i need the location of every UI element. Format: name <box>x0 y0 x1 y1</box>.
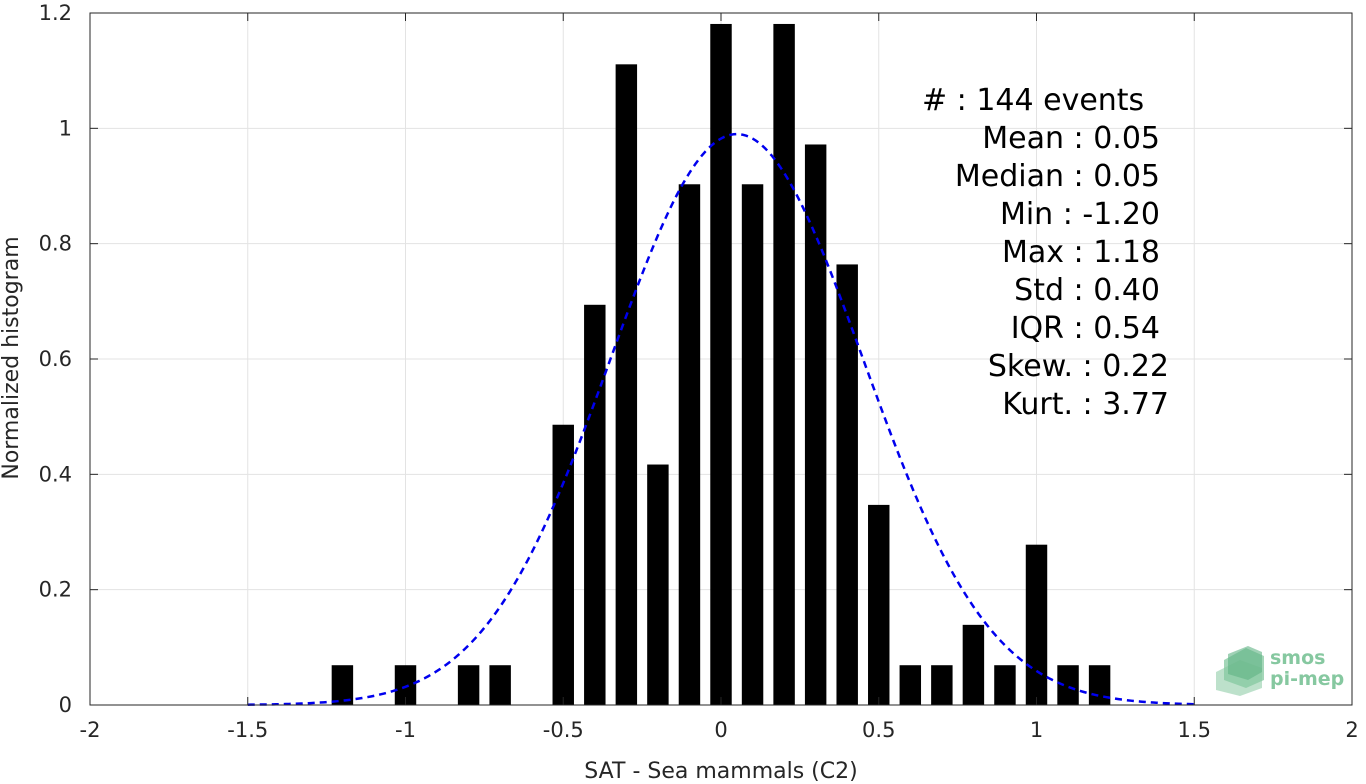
histogram-bar <box>899 665 922 705</box>
histogram-bar <box>931 665 953 705</box>
stat-std: Std : 0.40 <box>1014 273 1160 308</box>
histogram-bar <box>1025 544 1048 705</box>
stat-max: Max : 1.18 <box>1002 235 1160 270</box>
histogram-bar <box>457 665 480 705</box>
x-tick-label: -1.5 <box>227 718 268 742</box>
y-tick-label: 0.6 <box>39 347 72 371</box>
y-tick-label: 0.2 <box>39 578 72 602</box>
x-tick-label: 1 <box>1030 718 1043 742</box>
stat-kurt: Kurt. : 3.77 <box>1002 387 1169 422</box>
y-axis-label: Normalized histogram <box>0 236 24 479</box>
axes <box>89 12 1353 706</box>
histogram-bar <box>331 665 354 705</box>
x-tick-label: 0 <box>714 718 727 742</box>
histogram-bar <box>868 504 890 705</box>
x-axis-label: SAT - Sea mammals (C2) <box>584 759 857 784</box>
x-tick-label: 1.5 <box>1178 718 1211 742</box>
y-tick-label: 0 <box>59 693 72 717</box>
histogram-bar <box>584 304 606 705</box>
histogram-bar <box>489 665 511 705</box>
histogram-bar <box>741 184 764 705</box>
tick-labels: -2 -1.5 -1 -0.5 0 0.5 1 1.5 2 0 0.2 0.4 0.6 0.8 1 1.2 <box>39 1 1359 742</box>
histogram-bar <box>1088 665 1111 705</box>
y-tick-label: 0.8 <box>39 232 72 256</box>
stat-median: Median : 0.05 <box>955 159 1160 194</box>
stat-min: Min : -1.20 <box>1000 197 1160 232</box>
x-tick-label: 0.5 <box>862 718 895 742</box>
histogram-bar <box>994 665 1016 705</box>
histogram-bars <box>331 23 1111 706</box>
stat-mean: Mean : 0.05 <box>982 121 1160 156</box>
histogram-bar <box>552 424 574 705</box>
x-tick-label: -0.5 <box>543 718 584 742</box>
smos-pi-mep-logo: smos pi-mep <box>1216 646 1344 696</box>
stats-annotation: # : 144 events Mean : 0.05 Median : 0.05… <box>922 83 1169 422</box>
histogram-bar <box>678 184 701 705</box>
histogram-bar <box>773 23 795 706</box>
stat-iqr: IQR : 0.54 <box>1011 311 1160 346</box>
stat-count: # : 144 events <box>922 83 1144 118</box>
histogram-bar <box>394 665 417 705</box>
x-tick-label: -1 <box>395 718 416 742</box>
y-tick-label: 1 <box>59 116 72 140</box>
x-tick-label: -2 <box>80 718 101 742</box>
fit-curve-group <box>247 132 1195 706</box>
y-tick-label: 0.4 <box>39 462 72 486</box>
stat-skew: Skew. : 0.22 <box>988 349 1169 384</box>
histogram-bar <box>1057 665 1079 705</box>
histogram-bar <box>962 624 985 705</box>
histogram-bar <box>804 144 827 706</box>
fit-curve <box>247 132 1195 706</box>
logo-emblem-icon <box>1216 646 1264 696</box>
x-tick-label: 2 <box>1345 718 1358 742</box>
histogram-bar <box>710 23 732 706</box>
histogram-bar <box>615 64 638 705</box>
logo-line1: smos <box>1270 647 1325 669</box>
histogram-bar <box>647 464 669 705</box>
histogram-bar <box>836 264 858 705</box>
logo-line2: pi-mep <box>1270 668 1344 690</box>
y-tick-label: 1.2 <box>39 1 72 25</box>
